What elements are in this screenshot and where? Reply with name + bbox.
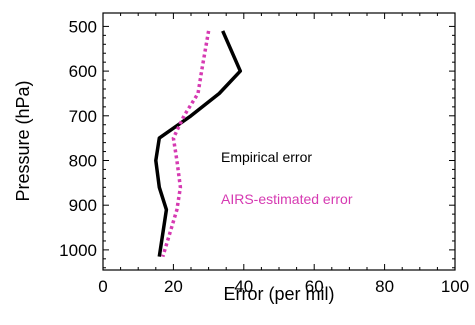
x-axis-title: Error (per mil) xyxy=(224,284,335,304)
legend-airs-estimated-error: AIRS-estimated error xyxy=(221,191,353,207)
legend-empirical-error: Empirical error xyxy=(221,149,312,165)
y-tick-label: 500 xyxy=(69,17,97,36)
x-tick-label: 100 xyxy=(441,277,469,296)
y-tick-label: 600 xyxy=(69,62,97,81)
y-tick-label: 800 xyxy=(69,151,97,170)
y-tick-label: 700 xyxy=(69,107,97,126)
y-tick-label: 900 xyxy=(69,196,97,215)
series-airs-estimated-error-line xyxy=(161,30,211,258)
x-tick-label: 20 xyxy=(164,277,183,296)
y-axis-title: Pressure (hPa) xyxy=(13,80,33,201)
y-tick-label: 1000 xyxy=(59,241,97,260)
x-tick-label: 40 xyxy=(234,277,253,296)
x-tick-label: 60 xyxy=(305,277,324,296)
x-tick-labels: 0 20 40 60 80 100 xyxy=(98,277,469,296)
series-empirical-error-line xyxy=(154,30,243,257)
plot-frame xyxy=(102,12,456,271)
y-tick-labels: 500 600 700 800 900 1000 xyxy=(59,17,97,259)
axis-ticks xyxy=(102,13,456,270)
x-tick-label: 80 xyxy=(375,277,394,296)
series-lines xyxy=(154,30,243,258)
x-tick-label: 0 xyxy=(98,277,107,296)
